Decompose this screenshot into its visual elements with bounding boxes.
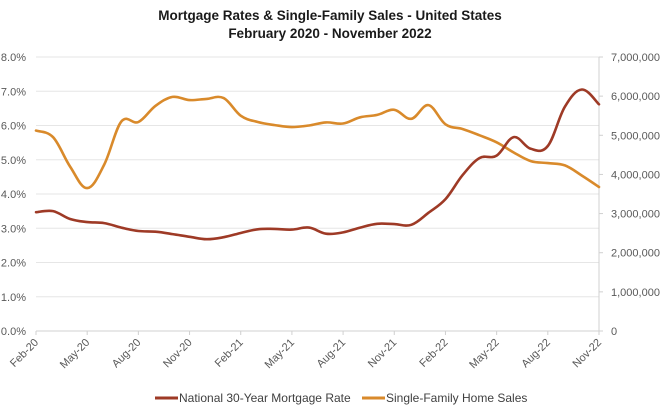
y-right-tick-label: 4,000,000 [611,169,660,181]
y-left-tick-label: 7.0% [1,86,26,98]
x-tick-label: Feb-20 [8,337,41,370]
series-lines [34,88,601,241]
y-left-tick-label: 8.0% [1,52,26,64]
x-tick-label: Aug-21 [315,337,349,371]
series-line-mortgage-rate [34,88,601,241]
legend: National 30-Year Mortgage Rate Single-Fa… [155,391,527,405]
legend-label-mortgage-rate: National 30-Year Mortgage Rate [179,391,351,405]
chart-subtitle: February 2020 - November 2022 [228,26,431,41]
chart-title: Mortgage Rates & Single-Family Sales - U… [158,8,502,23]
y-right-tick-label: 0 [611,326,617,338]
x-tick-label: May-20 [58,337,92,371]
y-right-tick-label: 6,000,000 [611,91,660,103]
series-line-home-sales [34,95,601,190]
y-left-tick-label: 0.0% [1,326,26,338]
legend-label-home-sales: Single-Family Home Sales [386,391,527,405]
y-left-tick-label: 3.0% [1,223,26,235]
y-right-tick-label: 1,000,000 [611,287,660,299]
y-left-tick-label: 6.0% [1,121,26,133]
y-left-tick-label: 5.0% [1,155,26,167]
gridlines [36,56,599,332]
y-left-tick-label: 2.0% [1,258,26,270]
x-tick-label: Feb-22 [417,337,450,370]
y-right-tick-label: 3,000,000 [611,209,660,221]
x-tick-label: Nov-20 [161,337,195,371]
y-right-tick-label: 2,000,000 [611,248,660,260]
x-tick-label: May-22 [467,337,501,371]
x-tick-label: Aug-22 [519,337,553,371]
y-right-tick-label: 7,000,000 [611,52,660,64]
y-right-tick-label: 5,000,000 [611,130,660,142]
x-tick-label: May-21 [263,337,297,371]
x-tick-label: Feb-21 [213,337,246,370]
y-left-tick-label: 4.0% [1,189,26,201]
y-left-tick-label: 1.0% [1,292,26,304]
x-tick-label: Aug-20 [110,337,144,371]
axes: 0.0% 1.0% 2.0% 3.0% 4.0% 5.0% 6.0% 7.0% 8.0% 0 1,0… [1,52,660,371]
x-tick-label: Nov-21 [366,337,400,371]
x-tick-label: Nov-22 [571,337,605,371]
